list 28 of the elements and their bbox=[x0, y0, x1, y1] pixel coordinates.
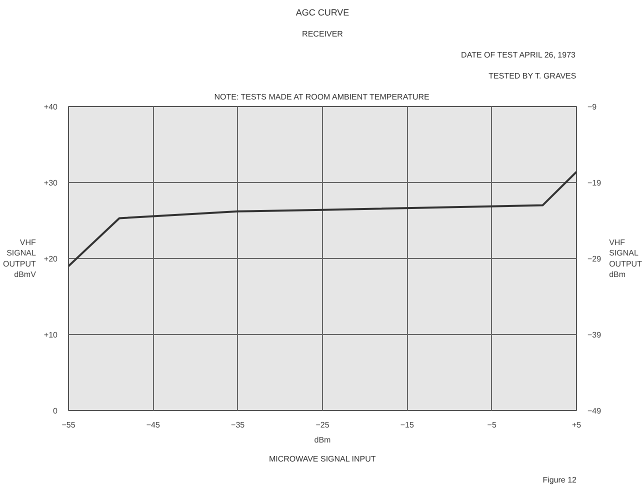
y2-tick-label: −9 bbox=[588, 102, 598, 112]
text: TESTED BY T. GRAVES bbox=[488, 72, 576, 80]
y-axis-title: VHF SIGNAL OUTPUT dBmV bbox=[3, 238, 37, 280]
chart-title: AGC CURVE bbox=[296, 8, 350, 18]
text: MICROWAVE SIGNAL INPUT bbox=[268, 454, 376, 464]
x-tick-label: −5 bbox=[487, 420, 497, 430]
y-tick-label: +20 bbox=[44, 254, 58, 264]
x-tick-label: −25 bbox=[316, 420, 330, 430]
y2-tick-label: −29 bbox=[588, 254, 602, 264]
x-tick-label: −35 bbox=[231, 420, 246, 430]
y2-axis-title: VHF SIGNAL OUTPUT dBm bbox=[609, 238, 642, 280]
x-tick-label: −55 bbox=[62, 420, 76, 430]
text: NOTE: TESTS MADE AT ROOM AMBIENT TEMPERATURE bbox=[214, 92, 430, 102]
x-tick-label: +5 bbox=[572, 420, 582, 430]
x-axis-title: dBm bbox=[314, 436, 332, 444]
x-tick-label: −45 bbox=[146, 420, 161, 430]
y-tick-label: 0 bbox=[53, 406, 58, 416]
y-tick-label: +10 bbox=[44, 330, 58, 340]
y-tick-label: +40 bbox=[44, 102, 58, 112]
line-series bbox=[68, 170, 576, 268]
y2-tick-label: −19 bbox=[588, 178, 602, 188]
text: DATE OF TEST APRIL 26, 1973 bbox=[461, 50, 576, 60]
caption: Figure 12 bbox=[542, 476, 578, 484]
chart-subtitle: RECEIVER bbox=[302, 30, 344, 38]
y-tick-label: +30 bbox=[44, 178, 58, 188]
y2-tick-label: −49 bbox=[588, 406, 602, 416]
y2-tick-label: −39 bbox=[588, 330, 602, 340]
x-tick-label: −15 bbox=[400, 420, 415, 430]
